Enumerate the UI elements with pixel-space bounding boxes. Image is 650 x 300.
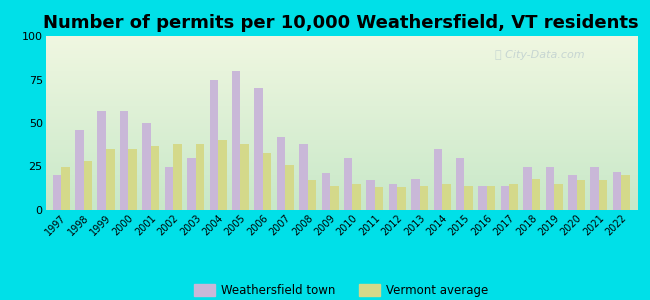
Bar (442, 184, 450, 210)
Bar (322, 173, 330, 210)
Bar (106, 149, 114, 210)
Bar (196, 144, 204, 210)
Bar (352, 184, 361, 210)
Bar (465, 186, 473, 210)
Bar (218, 140, 227, 210)
Bar (367, 180, 375, 210)
Bar (613, 172, 621, 210)
Bar (254, 88, 263, 210)
Bar (434, 149, 442, 210)
Bar (98, 111, 106, 210)
Bar (61, 167, 70, 210)
Bar (151, 146, 159, 210)
Bar (173, 144, 182, 210)
Bar (510, 184, 518, 210)
Bar (420, 186, 428, 210)
Bar (456, 158, 465, 210)
Title: Number of permits per 10,000 Weathersfield, VT residents: Number of permits per 10,000 Weathersfie… (44, 14, 639, 32)
Bar (411, 179, 420, 210)
Bar (263, 153, 271, 210)
Bar (554, 184, 563, 210)
Bar (590, 167, 599, 210)
Bar (307, 180, 316, 210)
Bar (84, 161, 92, 210)
Bar (232, 71, 240, 210)
Bar (344, 158, 352, 210)
Bar (375, 188, 383, 210)
Bar (568, 175, 577, 210)
Bar (209, 80, 218, 210)
Bar (397, 188, 406, 210)
Bar (129, 149, 137, 210)
Bar (299, 144, 307, 210)
Bar (187, 158, 196, 210)
Bar (621, 175, 630, 210)
Bar (599, 180, 607, 210)
Bar (577, 180, 585, 210)
Bar (142, 123, 151, 210)
Bar (487, 186, 495, 210)
Text: ⓘ City-Data.com: ⓘ City-Data.com (495, 50, 584, 60)
Bar (532, 179, 540, 210)
Bar (75, 130, 84, 210)
Bar (277, 137, 285, 210)
Legend: Weathersfield town, Vermont average: Weathersfield town, Vermont average (189, 279, 493, 300)
Bar (330, 186, 339, 210)
Bar (523, 167, 532, 210)
Bar (164, 167, 173, 210)
Bar (500, 186, 510, 210)
Bar (478, 186, 487, 210)
Bar (240, 144, 249, 210)
Bar (545, 167, 554, 210)
Bar (285, 165, 294, 210)
Bar (120, 111, 129, 210)
Bar (389, 184, 397, 210)
Bar (53, 175, 61, 210)
